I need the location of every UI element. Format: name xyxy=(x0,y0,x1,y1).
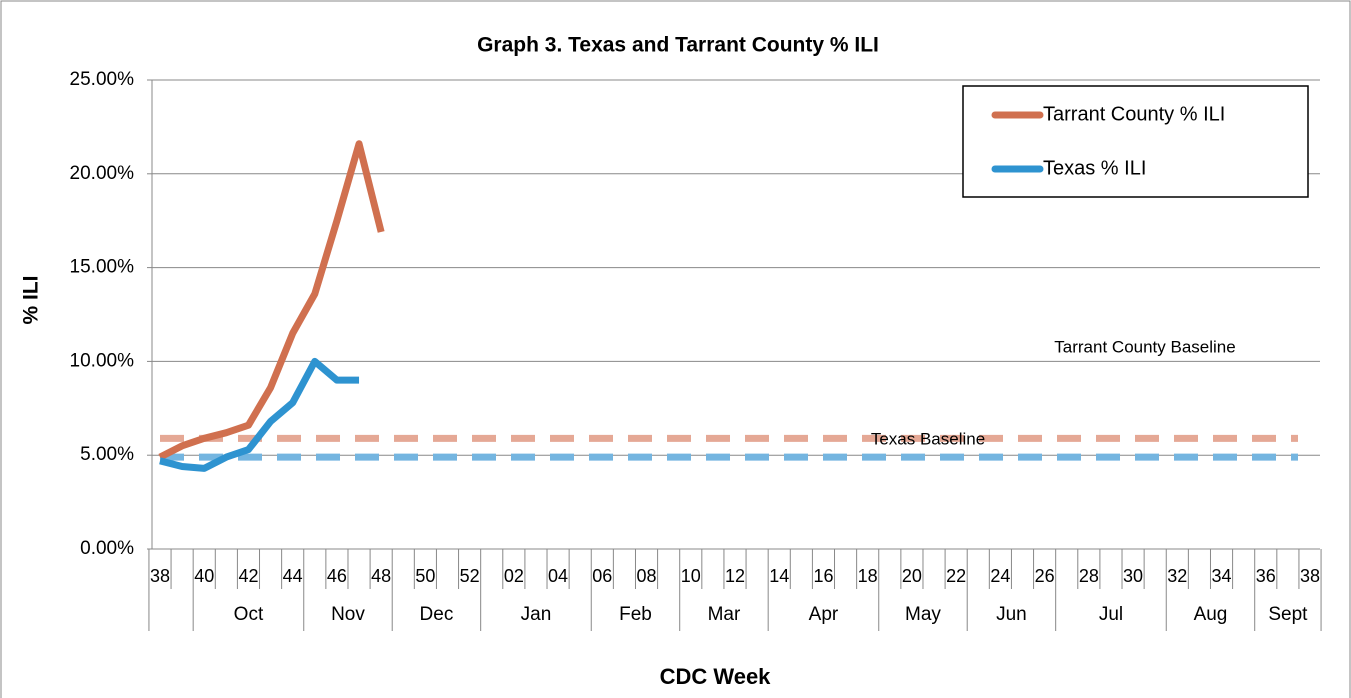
x-tick-label: 02 xyxy=(504,566,524,586)
baseline-label: Tarrant County Baseline xyxy=(1054,337,1235,356)
x-tick-label: 52 xyxy=(460,566,480,586)
legend-box xyxy=(962,85,1309,198)
series-line xyxy=(158,140,385,461)
x-tick-label: 38 xyxy=(1300,566,1320,586)
x-tick-label: 32 xyxy=(1167,566,1187,586)
month-label: Dec xyxy=(420,604,454,625)
month-label: Mar xyxy=(708,604,741,625)
month-label: Oct xyxy=(234,604,264,625)
x-tick-label: 18 xyxy=(858,566,878,586)
x-tick-label: 16 xyxy=(813,566,833,586)
y-tick-label: 0.00% xyxy=(80,538,134,559)
x-tick-label: 42 xyxy=(238,566,258,586)
y-axis-label: % ILI xyxy=(20,275,43,324)
x-tick-label: 36 xyxy=(1256,566,1276,586)
x-tick-label: 38 xyxy=(150,566,170,586)
month-label: Aug xyxy=(1194,604,1228,625)
x-tick-label: 12 xyxy=(725,566,745,586)
x-tick-label: 28 xyxy=(1079,566,1099,586)
x-tick-label: 26 xyxy=(1035,566,1055,586)
legend-label: Tarrant County % ILI xyxy=(1043,103,1225,125)
x-tick-label: 06 xyxy=(592,566,612,586)
month-label: Jun xyxy=(996,604,1027,625)
x-tick-label: 50 xyxy=(415,566,435,586)
month-label: Sept xyxy=(1268,604,1308,625)
x-tick-label: 10 xyxy=(681,566,701,586)
x-tick-label: 08 xyxy=(637,566,657,586)
month-label: Jul xyxy=(1099,604,1123,625)
y-tick-label: 5.00% xyxy=(80,444,134,465)
x-tick-label: 04 xyxy=(548,566,568,586)
x-tick-label: 34 xyxy=(1212,566,1232,586)
baseline-label: Texas Baseline xyxy=(871,429,985,448)
x-tick-label: 22 xyxy=(946,566,966,586)
month-label: Feb xyxy=(619,604,652,625)
x-tick-label: 14 xyxy=(769,566,789,586)
month-label: Jan xyxy=(521,604,552,625)
month-label: Apr xyxy=(809,604,839,625)
x-tick-label: 44 xyxy=(283,566,303,586)
month-label: May xyxy=(905,604,941,625)
chart-title: Graph 3. Texas and Tarrant County % ILI xyxy=(477,34,879,57)
y-tick-label: 15.00% xyxy=(70,257,135,278)
x-tick-label: 30 xyxy=(1123,566,1143,586)
y-tick-label: 20.00% xyxy=(70,163,135,184)
x-tick-label: 48 xyxy=(371,566,391,586)
y-tick-label: 25.00% xyxy=(70,69,135,90)
y-tick-label: 10.00% xyxy=(70,350,135,371)
legend-label: Texas % ILI xyxy=(1043,157,1146,179)
series-line xyxy=(159,357,360,472)
x-tick-label: 20 xyxy=(902,566,922,586)
x-tick-label: 24 xyxy=(990,566,1010,586)
x-tick-label: 40 xyxy=(194,566,214,586)
x-tick-label: 46 xyxy=(327,566,347,586)
month-label: Nov xyxy=(331,604,365,625)
x-axis-label: CDC Week xyxy=(660,664,772,689)
